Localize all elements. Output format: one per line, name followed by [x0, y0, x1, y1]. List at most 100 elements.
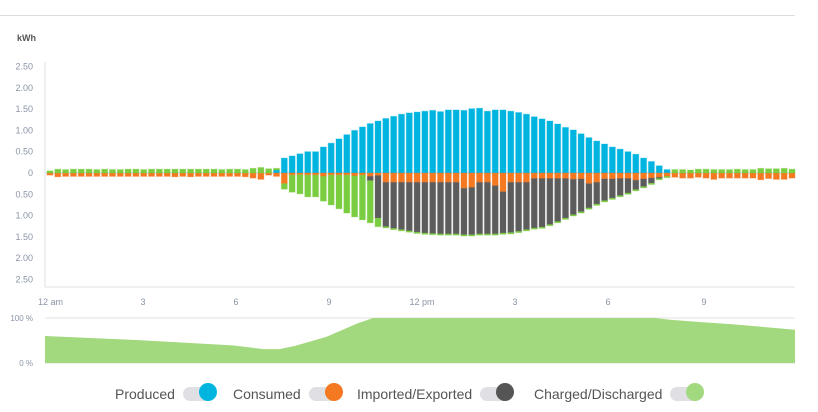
legend-item-consumed[interactable]: Consumed [233, 383, 343, 405]
produced-bar [663, 169, 671, 174]
battery-bar [108, 169, 116, 174]
battery-bar [421, 232, 429, 235]
battery-bar [265, 168, 273, 174]
battery-bar [468, 234, 476, 237]
imported-exported-toggle[interactable] [480, 383, 515, 401]
consumed-bar [77, 172, 85, 177]
battery-bar [585, 207, 593, 210]
consumed-bar [741, 172, 749, 179]
battery-bar [124, 168, 132, 174]
consumed-bar [382, 172, 390, 183]
consumed-bar [710, 172, 718, 180]
produced-bar [546, 120, 554, 174]
battery-bar [483, 233, 491, 236]
battery-bar [757, 167, 765, 174]
consumed-bar [757, 172, 765, 181]
battery-bar [741, 169, 749, 174]
consumed-bar [733, 172, 741, 179]
battery-bar [312, 174, 320, 198]
consumed-bar [702, 172, 710, 179]
grid-bar [640, 178, 648, 188]
produced-bar [304, 151, 312, 174]
battery-bar [671, 169, 679, 174]
produced-bar [577, 133, 585, 174]
battery-bar [726, 169, 734, 174]
battery-bar [765, 168, 773, 174]
battery-bar [85, 168, 93, 174]
legend: Produced Consumed Imported/Exported Char… [0, 383, 818, 405]
battery-bar [296, 174, 304, 195]
legend-label: Consumed [233, 386, 301, 402]
grid-bar [437, 181, 445, 235]
consumed-bar [561, 172, 569, 180]
consumed-bar [468, 172, 476, 188]
grid-bar [421, 181, 429, 234]
produced-bar [319, 146, 327, 174]
y-tick-label: 2.50 [15, 275, 33, 285]
battery-bar [93, 169, 101, 174]
produced-bar [312, 151, 320, 174]
consumed-toggle[interactable] [308, 383, 343, 401]
consumed-bar [647, 172, 655, 179]
battery-bar [780, 167, 788, 174]
consumed-bar [69, 172, 77, 177]
consumed-bar [93, 172, 101, 177]
battery-bar [655, 178, 663, 181]
charged-discharged-toggle[interactable] [670, 383, 705, 401]
produced-bar [444, 109, 452, 174]
produced-bar [280, 157, 288, 174]
consumed-bar [515, 172, 523, 183]
consumed-bar [593, 172, 601, 183]
battery-bar [561, 217, 569, 220]
consumed-bar [429, 172, 437, 183]
battery-bar [577, 211, 585, 214]
grid-bar [499, 191, 507, 234]
battery-bar [179, 168, 187, 174]
battery-bar [194, 168, 202, 174]
consumed-bar [218, 172, 226, 177]
produced-bar [397, 113, 405, 174]
toggle-knob-icon [686, 383, 705, 401]
soc-tick-label: 100 % [10, 314, 33, 323]
battery-bar [530, 227, 538, 230]
legend-item-imported-exported[interactable]: Imported/Exported [357, 383, 515, 405]
battery-bar [405, 230, 413, 233]
battery-bar [647, 182, 655, 186]
consumed-bar [241, 172, 249, 178]
consumed-bar [569, 172, 577, 180]
consumed-bar [140, 172, 148, 177]
toggle-knob-icon [496, 383, 515, 401]
consumed-bar [452, 172, 460, 183]
grid-bar [390, 181, 398, 229]
consumed-bar [319, 172, 327, 177]
legend-item-charged-discharged[interactable]: Charged/Discharged [534, 383, 705, 405]
consumed-bar [530, 172, 538, 180]
grid-bar [405, 181, 413, 232]
battery-bar [608, 197, 616, 200]
x-tick-label: 9 [326, 297, 331, 307]
consumed-bar [437, 172, 445, 183]
produced-bar [647, 160, 655, 174]
grid-bar [538, 178, 546, 228]
battery-bar [163, 168, 171, 174]
grid-bar [515, 181, 523, 232]
consumed-bar [780, 172, 788, 180]
produced-toggle[interactable] [182, 383, 217, 401]
battery-bar [335, 174, 343, 210]
battery-bar [366, 180, 374, 224]
consumed-bar [601, 172, 609, 180]
produced-bar [483, 110, 491, 174]
battery-bar [257, 166, 265, 174]
produced-bar [288, 155, 296, 174]
consumed-bar [772, 172, 780, 180]
battery-bar [616, 195, 624, 198]
produced-bar [405, 112, 413, 174]
consumed-bar [54, 172, 62, 178]
consumed-bar [413, 172, 421, 183]
consumed-bar [726, 172, 734, 179]
legend-item-produced[interactable]: Produced [115, 383, 217, 405]
battery-bar [538, 226, 546, 229]
consumed-bar [577, 172, 585, 180]
battery-bar [140, 169, 148, 174]
produced-bar [569, 129, 577, 174]
